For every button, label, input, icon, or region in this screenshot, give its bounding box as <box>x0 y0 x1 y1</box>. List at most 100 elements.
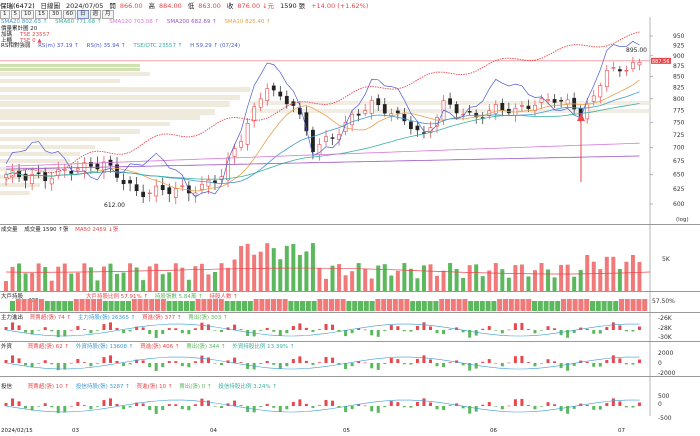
volume-bar <box>95 280 100 291</box>
period-button-7[interactable]: 週 <box>89 10 102 19</box>
flow-bar <box>611 355 615 363</box>
flow-bar <box>605 327 609 330</box>
volume-profile-band <box>0 109 215 115</box>
holder-bar <box>294 301 300 311</box>
flow-bar <box>239 362 243 363</box>
volume-bar <box>108 263 113 291</box>
volume-chart[interactable]: 5K <box>0 224 700 292</box>
flow-bar <box>357 328 361 330</box>
flow-bar <box>540 406 544 407</box>
flow-bar <box>82 329 86 330</box>
flow-bar <box>63 406 67 413</box>
flow-bar <box>500 330 504 334</box>
flow-bar <box>37 406 41 407</box>
y-tick-label: 675 <box>673 158 685 165</box>
volume-bar <box>487 270 492 291</box>
close-value: 876.00 ↓元 <box>237 2 275 10</box>
candle-body <box>245 123 250 145</box>
period-button-3[interactable]: 15 <box>35 10 48 19</box>
candle-body <box>232 148 237 157</box>
period-button-1[interactable]: 5 <box>10 10 20 19</box>
flow-bar <box>585 328 589 330</box>
candle-body <box>82 162 87 172</box>
volume-profile-band <box>0 101 230 107</box>
volume-bar <box>291 243 296 291</box>
holder-bar <box>288 301 294 311</box>
volume-profile-band <box>0 137 120 141</box>
flow-bar <box>95 406 99 407</box>
period-button-0[interactable]: 1 <box>0 10 10 19</box>
flow-bar <box>291 326 295 330</box>
holder-bar <box>450 299 456 311</box>
y-tick-label: 875 <box>673 63 685 70</box>
flow-bar <box>605 403 609 406</box>
candle-body <box>265 88 270 101</box>
holder-bar <box>462 299 468 311</box>
high-value: 884.00 <box>159 2 182 10</box>
candle-body <box>160 185 165 191</box>
period-button-2[interactable]: 10 <box>21 10 34 19</box>
volume-bar <box>232 259 237 291</box>
volume-bar <box>552 277 557 291</box>
period-button-6[interactable]: 日 <box>77 10 89 19</box>
holder-bar <box>439 299 445 311</box>
foreign-chart[interactable]: 2000 0 -2000 <box>0 341 700 376</box>
holder-bar <box>607 301 613 311</box>
flow-bar <box>598 363 602 367</box>
period-button-5[interactable]: 60 <box>63 10 76 19</box>
period-toolbar: 1 5 10 15 30 60 日週月 <box>0 10 700 19</box>
holder-bar <box>305 301 311 311</box>
flow-y-label: 0 <box>658 401 662 408</box>
legend-holder-count: 持股人數 ↑ <box>209 294 238 300</box>
period-button-4[interactable]: 30 <box>49 10 62 19</box>
stock-name[interactable]: 保瑞(6472) <box>0 2 35 10</box>
volume-bar <box>415 278 420 291</box>
volume-bar <box>62 263 67 291</box>
volume-profile-band <box>0 183 40 187</box>
flow-bar <box>187 330 191 335</box>
candle-body <box>356 113 361 116</box>
flow-bar <box>50 363 54 365</box>
candle-body <box>121 179 126 185</box>
flow-bar <box>161 330 165 335</box>
flow-bar <box>128 330 132 332</box>
flow-bar <box>631 406 635 408</box>
holder-bar <box>363 301 369 311</box>
candle-body <box>617 69 622 72</box>
flow-bar <box>513 399 517 406</box>
holder-bar <box>120 301 126 311</box>
holder-bar <box>178 301 184 311</box>
candle-body <box>520 105 524 107</box>
flow-bar <box>128 363 132 365</box>
flow-bar <box>4 360 8 363</box>
volume-bar <box>343 275 348 291</box>
candle-body <box>10 170 15 178</box>
flow-bar <box>526 405 530 406</box>
flow-bar <box>193 361 197 363</box>
volume-bar <box>271 248 276 291</box>
flow-bar <box>278 330 282 337</box>
candle-body <box>49 177 54 185</box>
flow-bar <box>206 357 210 363</box>
holder-bar <box>44 301 50 311</box>
price-chart[interactable]: 950 900 850 800 750 700 650 600 925 875 825 775 725 6… <box>0 17 700 227</box>
holder-bar <box>311 301 317 311</box>
flow-bar <box>43 360 47 363</box>
holder-bar <box>584 299 590 311</box>
period-button-8[interactable]: 月 <box>102 10 114 19</box>
holder-chart[interactable]: 57.50% <box>0 291 700 313</box>
flow-bar <box>553 404 557 406</box>
flow-bar <box>226 360 230 363</box>
flow-y-label: 0 <box>658 360 662 367</box>
legend-mf-net: 買賣超(張) 74 ↑ <box>29 315 72 321</box>
flow-bar <box>180 330 184 334</box>
volume-bar <box>382 264 387 291</box>
candle-body <box>4 174 8 178</box>
flow-bar <box>344 406 348 413</box>
flow-bar <box>396 326 400 330</box>
candle-body <box>389 113 394 116</box>
main-force-chart[interactable]: -26K -28K -30K <box>0 312 700 342</box>
flow-bar <box>383 406 387 408</box>
legend-rs-m: RS(m) 37.19 ↑ <box>38 43 79 49</box>
